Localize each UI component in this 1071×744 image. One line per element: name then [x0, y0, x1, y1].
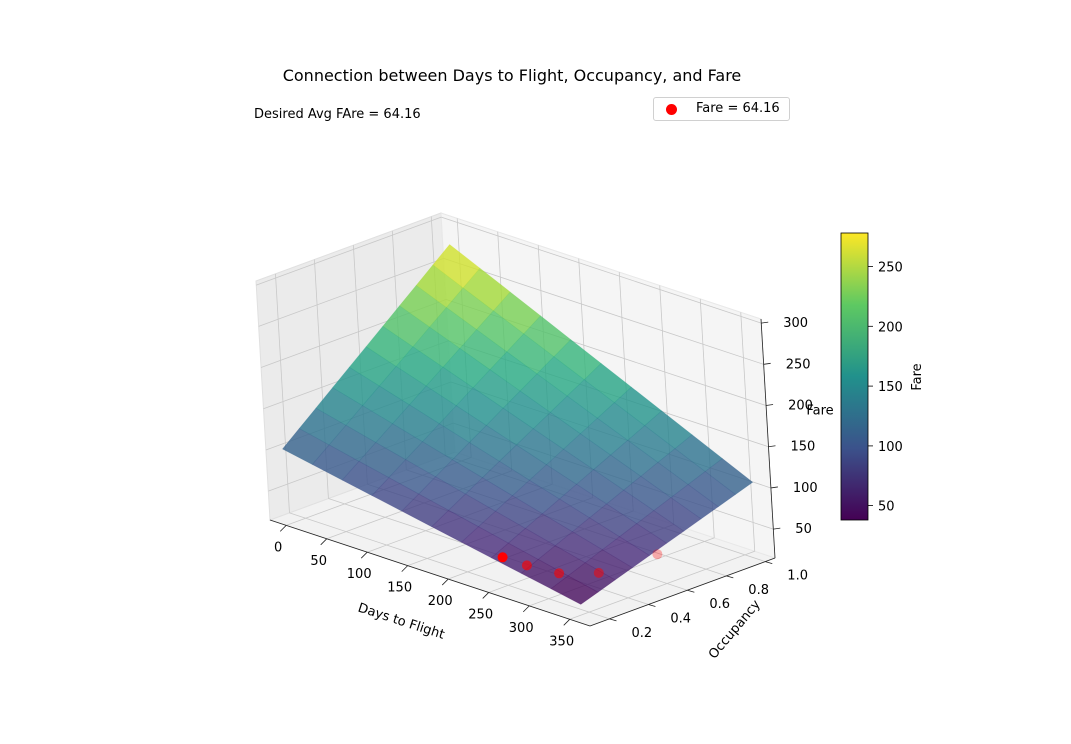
y-axis-line — [589, 557, 776, 627]
x-tick-mark — [320, 538, 327, 546]
z-tick-label: 300 — [783, 316, 808, 331]
surface-patch — [653, 497, 702, 532]
scatter-point — [521, 560, 532, 571]
z-tick-label: 50 — [795, 522, 812, 537]
y-tick-label: 0.4 — [670, 612, 691, 627]
x-tick-mark — [360, 551, 368, 559]
colorbar-label: Fare — [910, 363, 925, 390]
grid-z-back — [443, 257, 764, 365]
scatter-point — [652, 549, 663, 560]
y-tick-label: 0.6 — [709, 597, 730, 612]
x-tick-label: 150 — [387, 581, 412, 596]
y-tick-mark — [726, 575, 734, 579]
x-tick-label: 50 — [310, 554, 327, 569]
x-tick-label: 200 — [428, 594, 453, 609]
surface-patch — [687, 471, 737, 508]
legend: Fare = 64.16 — [653, 97, 790, 121]
colorbar: 50 100 150 200 250 Fare — [840, 232, 925, 521]
x-tick-mark — [279, 525, 287, 532]
x-axis-line — [269, 519, 591, 627]
x-tick-label: 300 — [509, 621, 534, 636]
z-axis-label: Fare — [806, 404, 833, 419]
colorbar-tick-label: 200 — [878, 320, 903, 335]
surface-patch — [704, 458, 754, 495]
x-tick-label: 350 — [549, 634, 574, 649]
x-tick-mark — [522, 605, 530, 613]
chart-title: Connection between Days to Flight, Occup… — [283, 66, 742, 85]
colorbar-tick-label: 50 — [878, 500, 895, 515]
grid-y-left — [275, 273, 290, 513]
fare-surface — [282, 244, 754, 605]
y-tick-mark — [765, 561, 773, 564]
y-tick-label: 1.0 — [787, 569, 808, 584]
z-tick-mark — [763, 362, 771, 365]
colorbar-tick-label: 250 — [878, 261, 903, 276]
grid-x-back — [740, 312, 756, 552]
scatter-point — [554, 568, 565, 579]
z-tick-label: 200 — [788, 399, 813, 414]
y-tick-label: 0.2 — [632, 626, 653, 641]
z-tick-mark — [770, 486, 778, 489]
scatter-point — [497, 552, 508, 563]
y-tick-mark — [609, 618, 617, 622]
z-tick-mark — [773, 527, 781, 530]
grid-z-left — [258, 257, 444, 327]
colorbar-gradient — [840, 232, 869, 521]
grid-x-floor — [569, 550, 755, 620]
z-tick-mark — [766, 404, 774, 406]
grid-y-floor — [289, 512, 610, 620]
y-tick-label: 0.8 — [748, 583, 769, 598]
scatter-points — [497, 549, 663, 579]
axes: 0 50 100 150 200 250 300 350 0.2 0.4 0.6 0.8 1.0 50 10… — [269, 316, 818, 649]
x-tick-label: 0 — [274, 540, 282, 555]
y-tick-mark — [648, 604, 656, 607]
chart-annotation: Desired Avg FAre = 64.16 — [254, 107, 421, 122]
z-axis-line — [760, 318, 776, 559]
colorbar-ticks: 50 100 150 200 250 — [868, 261, 903, 515]
x-tick-mark — [482, 592, 490, 599]
grid-z-back — [441, 216, 762, 324]
legend-label: Fare = 64.16 — [696, 101, 780, 116]
scatter-point — [593, 567, 604, 578]
z-tick-mark — [768, 445, 776, 448]
surface-patch — [550, 575, 599, 605]
y-tick-mark — [687, 589, 695, 593]
x-tick-label: 250 — [468, 608, 493, 623]
legend-marker — [666, 104, 677, 115]
colorbar-tick-label: 150 — [878, 380, 903, 395]
colorbar-tick-label: 100 — [878, 440, 903, 455]
x-tick-mark — [441, 578, 449, 586]
z-tick-label: 100 — [793, 481, 818, 496]
x-tick-label: 100 — [347, 567, 372, 582]
grid-z-left — [256, 216, 442, 286]
x-tick-mark — [401, 565, 409, 572]
z-tick-label: 150 — [791, 440, 816, 455]
z-tick-label: 250 — [786, 357, 811, 372]
z-tick-mark — [761, 321, 769, 324]
x-tick-mark — [563, 619, 571, 626]
